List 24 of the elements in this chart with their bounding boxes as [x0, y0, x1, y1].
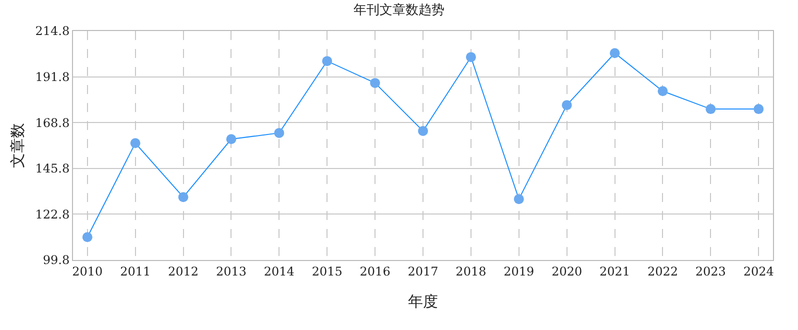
x-tick-label: 2011 [120, 264, 151, 278]
x-tick-label: 2013 [216, 264, 246, 278]
y-tick-label: 191.8 [35, 70, 70, 84]
x-tick-label: 2018 [456, 264, 486, 278]
y-tick-label: 214.8 [35, 24, 70, 38]
x-tick-label: 2024 [743, 264, 774, 278]
y-tick-label: 122.8 [35, 207, 70, 222]
chart-title: 年刊文章数趋势 [354, 3, 444, 18]
x-tick-label: 2023 [695, 264, 726, 278]
y-tick-label: 168.8 [35, 116, 70, 130]
x-tick-label: 2020 [552, 264, 582, 278]
y-axis-title: 文章数 [8, 123, 26, 168]
x-tick-label: 2017 [408, 264, 438, 278]
x-tick-label: 2016 [360, 264, 390, 278]
x-tick-label: 2010 [72, 264, 103, 278]
x-tick-label: 2015 [312, 264, 342, 278]
y-tick-label: 99.8 [42, 253, 70, 268]
x-tick-label: 2019 [504, 264, 534, 278]
y-tick-label: 145.8 [35, 162, 70, 176]
x-tick-label: 2021 [600, 264, 630, 278]
x-tick-label: 2014 [264, 264, 295, 278]
x-tick-label: 2022 [647, 264, 678, 278]
x-axis-title: 年度 [408, 292, 438, 310]
x-tick-label: 2012 [168, 264, 199, 278]
